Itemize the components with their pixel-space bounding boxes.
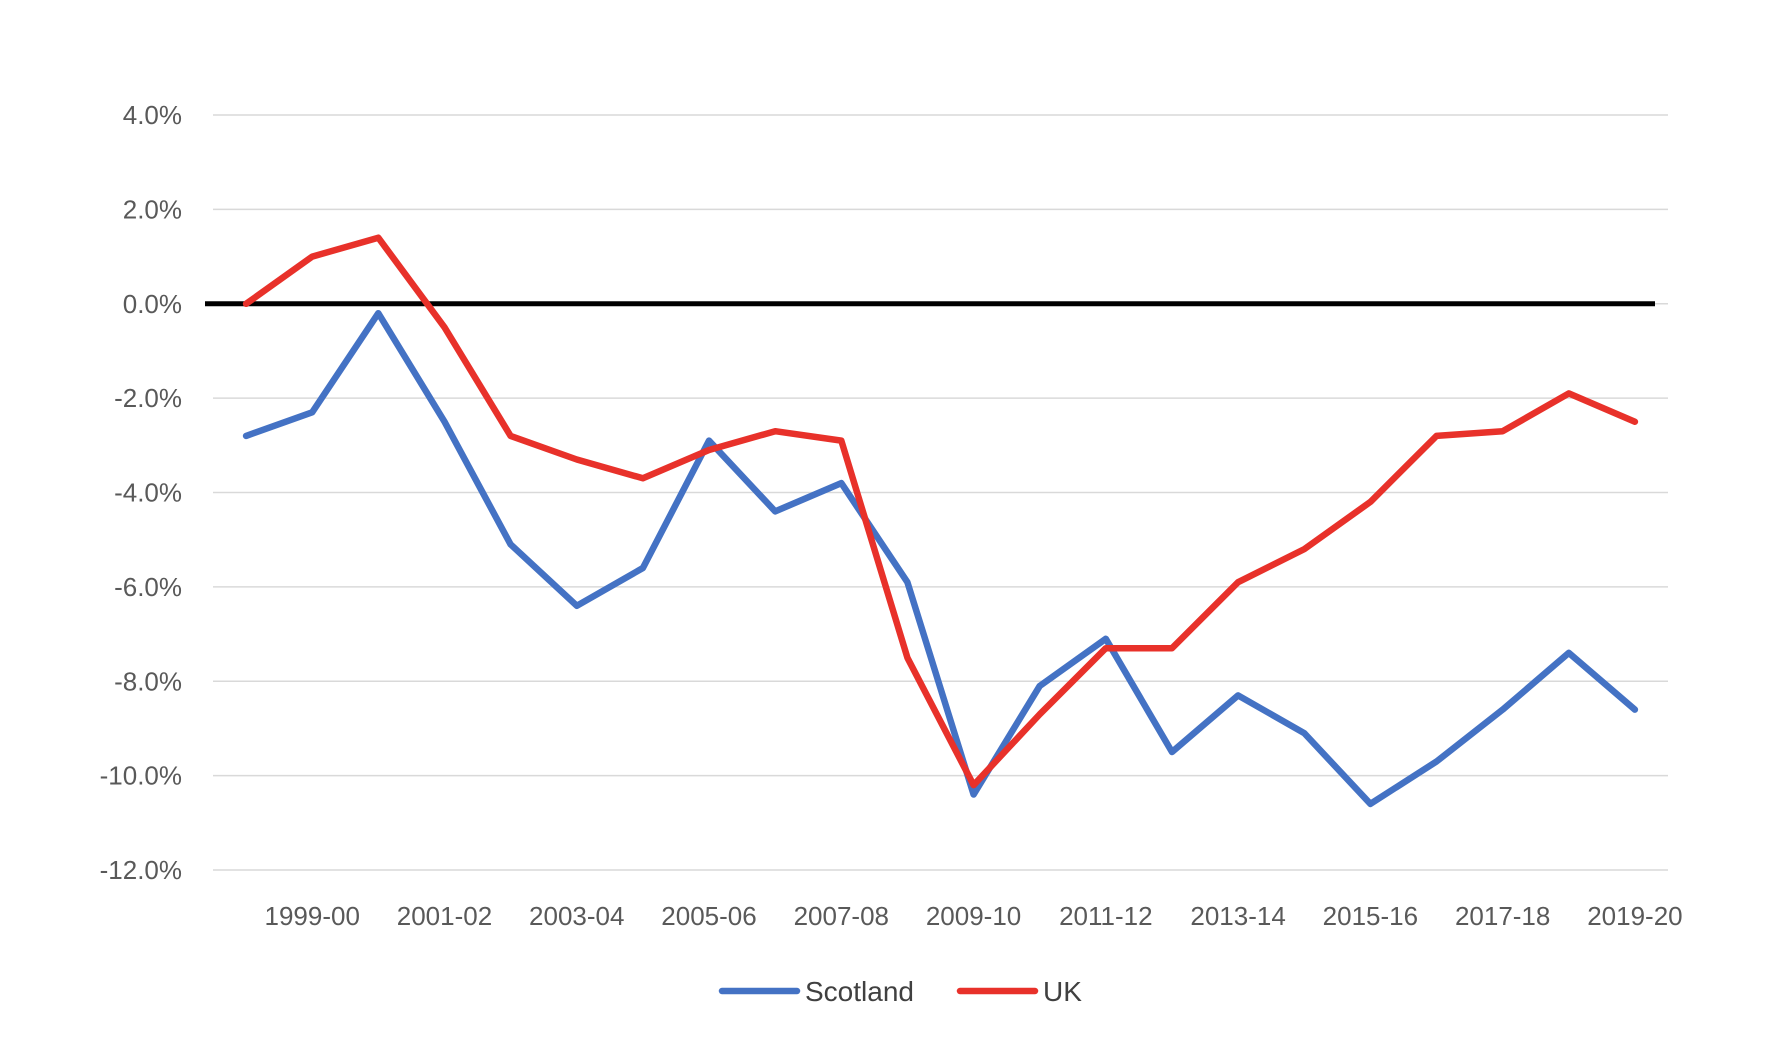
x-tick-label: 2003-04 [529, 901, 624, 931]
x-tick-label: 2017-18 [1455, 901, 1550, 931]
series-lines [242, 234, 1639, 808]
series-line-scotland [242, 309, 1639, 808]
x-tick-label: 2001-02 [397, 901, 492, 931]
x-tick-label: 2005-06 [661, 901, 756, 931]
x-tick-label: 2019-20 [1587, 901, 1682, 931]
x-tick-label: 1999-00 [264, 901, 359, 931]
x-axis-tick-labels: 1999-00 2001-02 2003-04 2005-06 2007-08 2009-… [264, 901, 1682, 931]
legend: Scotland UK [718, 976, 1082, 1007]
x-tick-label: 2009-10 [926, 901, 1021, 931]
x-tick-label: 2013-14 [1190, 901, 1285, 931]
y-tick-label: -2.0% [114, 383, 182, 413]
y-tick-label: -8.0% [114, 666, 182, 696]
gridlines [213, 114, 1668, 871]
series-line-uk [242, 234, 1639, 789]
y-tick-label: -12.0% [100, 855, 182, 885]
x-tick-label: 2007-08 [794, 901, 889, 931]
legend-label-scotland: Scotland [805, 976, 914, 1007]
legend-label-uk: UK [1043, 976, 1082, 1007]
y-tick-label: 4.0% [123, 100, 182, 130]
x-tick-label: 2015-16 [1323, 901, 1418, 931]
x-tick-label: 2011-12 [1059, 901, 1153, 931]
y-tick-label: 0.0% [123, 289, 182, 319]
y-tick-label: -4.0% [114, 478, 182, 508]
y-tick-label: 2.0% [123, 194, 182, 224]
y-tick-label: -10.0% [100, 761, 182, 791]
y-axis-tick-labels: 4.0% 2.0% 0.0% -2.0% -4.0% -6.0% -8.0% -10.0% -1… [100, 100, 182, 885]
y-tick-label: -6.0% [114, 572, 182, 602]
